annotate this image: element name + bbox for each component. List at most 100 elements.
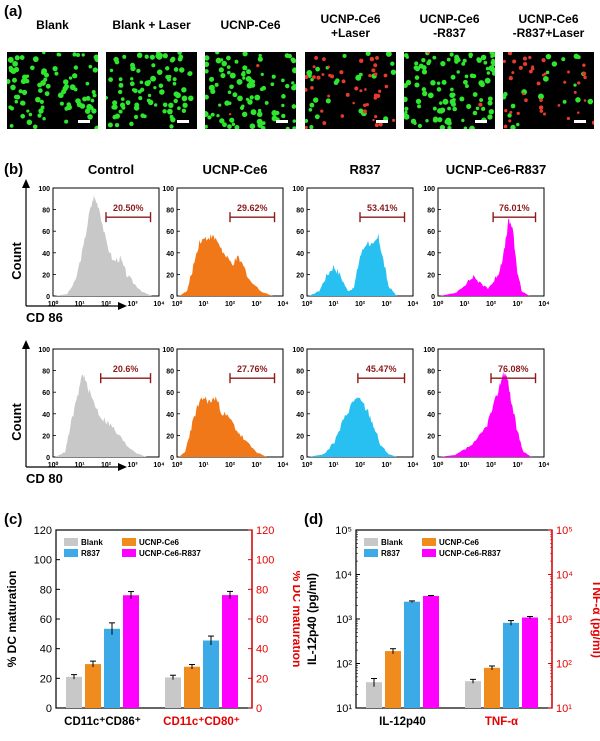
- green-cell: [147, 93, 152, 98]
- green-cell: [133, 88, 138, 94]
- green-cell: [187, 72, 191, 76]
- flow-column-title-2: R837: [349, 162, 381, 177]
- green-cell: [133, 105, 140, 111]
- histogram-area: [309, 233, 411, 296]
- red-cell: [508, 119, 512, 123]
- green-cell: [162, 53, 168, 59]
- legend-label: R837: [381, 549, 401, 558]
- red-cell: [305, 74, 309, 80]
- green-cell: [42, 52, 46, 55]
- y-right-tick-label: 100: [256, 555, 274, 567]
- red-cell: [528, 69, 533, 74]
- gate-percentage: 76.01%: [499, 203, 530, 213]
- x-tick-label: 10¹: [459, 462, 470, 469]
- red-cell: [577, 111, 580, 114]
- micrograph-image-1: [106, 52, 197, 129]
- red-cell: [504, 108, 508, 113]
- red-cell: [383, 73, 388, 78]
- x-tick-label: 10¹: [328, 462, 339, 469]
- green-cell: [404, 106, 409, 111]
- red-cell: [364, 88, 367, 91]
- green-cell: [385, 52, 392, 57]
- red-cell: [359, 58, 364, 64]
- green-cell: [153, 85, 157, 90]
- category-label: TNF-α: [485, 716, 518, 728]
- bar-UCNP-Ce6-R837-0: [423, 595, 439, 708]
- bar-Blank-0: [66, 676, 82, 708]
- x-tick-label: 10³: [127, 301, 138, 308]
- green-cell: [130, 77, 134, 81]
- y-tick-label: 100: [38, 347, 50, 354]
- y-tick-label: 80: [427, 208, 435, 215]
- green-cell: [305, 118, 309, 123]
- green-cell: [221, 60, 228, 67]
- scale-bar: [78, 120, 90, 123]
- green-cell: [19, 100, 26, 106]
- green-cell: [45, 83, 51, 89]
- x-tick-label: 10¹: [459, 301, 470, 308]
- green-cell: [271, 74, 276, 79]
- x-tick-label: 10³: [381, 301, 392, 308]
- panel-b-label: (b): [4, 161, 24, 178]
- green-cell: [486, 71, 491, 75]
- green-cell: [57, 92, 64, 99]
- bar-UCNP-Ce6-R837-1: [522, 617, 538, 708]
- y-tick-label: 40: [427, 412, 435, 419]
- green-cell: [310, 77, 314, 82]
- green-cell: [472, 92, 478, 97]
- y-right-tick-label: 10⁴: [556, 570, 573, 582]
- green-cell: [187, 95, 194, 102]
- green-cell: [450, 74, 456, 80]
- panel-label: (c): [4, 511, 22, 528]
- red-cell: [314, 55, 319, 60]
- green-cell: [281, 94, 286, 99]
- scale-bar: [574, 120, 586, 123]
- histogram-area: [440, 218, 542, 296]
- red-cell: [392, 118, 396, 122]
- green-cell: [485, 66, 490, 71]
- red-cell: [362, 109, 367, 114]
- green-cell: [229, 84, 234, 90]
- green-cell: [220, 72, 226, 79]
- red-cell: [478, 102, 483, 107]
- green-cell: [90, 98, 95, 103]
- green-cell: [232, 92, 238, 98]
- y-tick-label: 0: [300, 294, 304, 301]
- green-cell: [168, 102, 174, 108]
- green-cell: [270, 82, 275, 87]
- y-tick-label: 40: [42, 251, 50, 258]
- green-cell: [44, 91, 50, 97]
- y-tick-label: 60: [166, 390, 174, 397]
- x-tick-label: 10⁴: [538, 462, 550, 469]
- green-cell: [439, 101, 443, 105]
- red-cell: [518, 65, 523, 70]
- red-cell: [310, 86, 314, 90]
- x-tick-label: 10³: [512, 462, 523, 469]
- green-cell: [224, 100, 230, 106]
- red-cell: [369, 56, 375, 62]
- panel-c-chart: (c) 0 0 20 20 40 40 60 60 80 80 100 100 120 120 % DC ma…: [4, 511, 300, 728]
- x-tick-label: 10²: [486, 301, 497, 308]
- green-cell: [75, 98, 79, 103]
- red-cell: [591, 120, 594, 125]
- green-cell: [28, 112, 33, 117]
- gate-percentage: 20.50%: [113, 203, 144, 213]
- green-cell: [106, 95, 109, 100]
- count-axis-label: Count: [12, 403, 24, 441]
- green-cell: [404, 53, 409, 58]
- red-cell: [426, 52, 431, 54]
- green-cell: [309, 102, 315, 108]
- flow-histogram-0-2: 0 20 40 60 80 100 10⁰ 10¹ 10² 10³ 10⁴ 53.41%: [292, 186, 419, 308]
- green-cell: [459, 96, 465, 102]
- green-cell: [159, 89, 165, 95]
- legend-label: UCNP-Ce6-R837: [439, 549, 501, 558]
- green-cell: [427, 92, 434, 99]
- green-cell: [281, 103, 285, 108]
- green-cell: [167, 108, 173, 115]
- green-cell: [20, 78, 27, 85]
- y-tick-label: 80: [427, 369, 435, 376]
- y-tick-label: 0: [431, 294, 435, 301]
- green-cell: [133, 114, 139, 120]
- marker-axis-label: CD 80: [26, 471, 63, 486]
- panel-a-label: (a): [4, 3, 23, 20]
